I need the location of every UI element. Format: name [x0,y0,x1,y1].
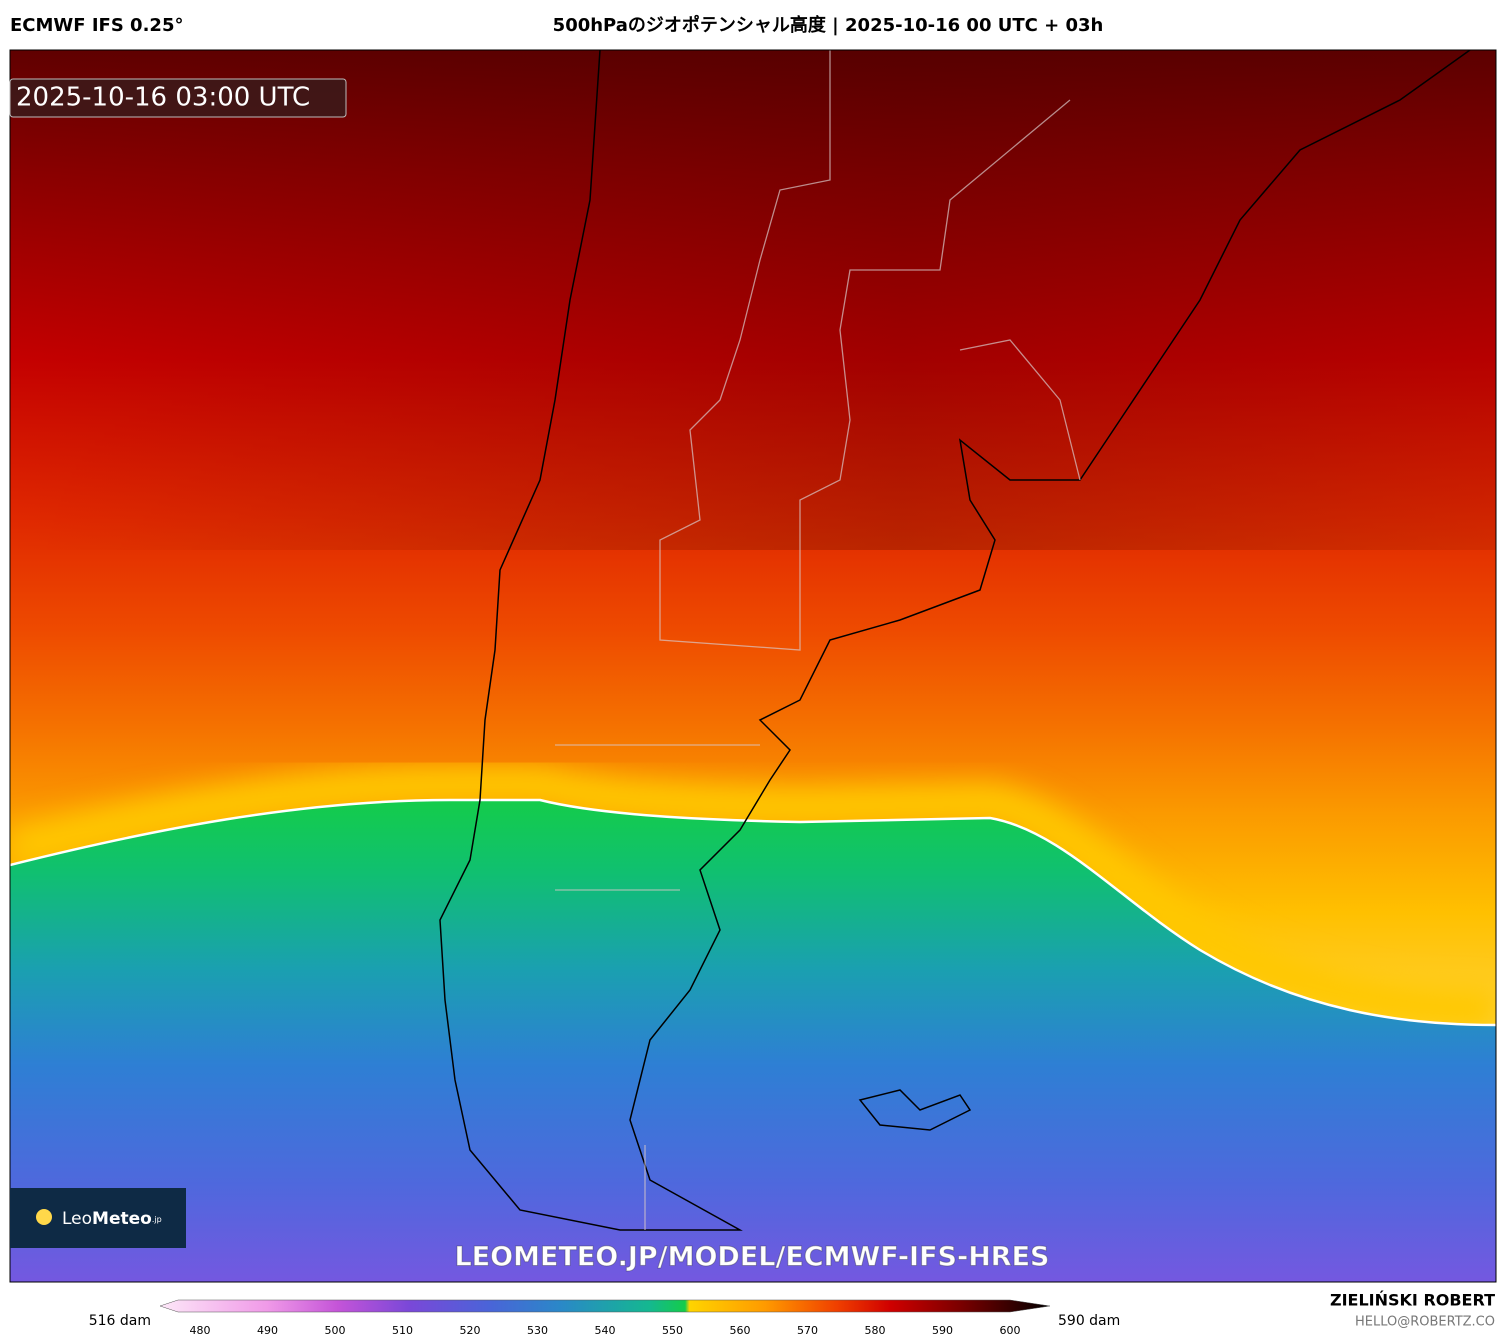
logo-light: Leo [62,1209,92,1229]
cool-field [10,800,1496,1282]
islands [858,1089,972,1131]
author: ZIELIŃSKI ROBERT [1330,1291,1495,1310]
valid-time: 2025-10-16 03:00 UTC [16,83,310,113]
colorbar-tick-label: 560 [730,1324,751,1337]
colorbar-tick-label: 490 [257,1324,278,1337]
colorbar-tick-label: 570 [797,1324,818,1337]
colorbar-tick-label: 530 [527,1324,548,1337]
time-box [9,78,347,118]
colorbar [159,1299,1051,1313]
colorbar-tick-label: 580 [865,1324,886,1337]
logo-sun [36,1209,52,1225]
colorbar-tick-label: 550 [662,1324,683,1337]
colorbar-tick-label: 600 [1000,1324,1021,1337]
borders [555,50,1081,1230]
logo: LeoMeteo.jp [62,1209,162,1229]
logo-bold: Meteo [92,1209,152,1229]
colorbar-tick-label: 510 [392,1324,413,1337]
logo-suffix: .jp [152,1215,162,1224]
model-name: ECMWF IFS 0.25° [10,15,183,36]
colorbar-ticks: 480 490 500 510 520 530 540 550 560 570 580 590 600 [190,1324,1021,1337]
yellow-band [10,765,1496,1030]
contour-552 [10,798,1496,1027]
contact: HELLO@ROBERTZ.CO [1355,1315,1495,1330]
colorbar-min: 516 dam [89,1313,151,1329]
colorbar-tick-label: 500 [325,1324,346,1337]
map-frame [9,49,1497,1283]
colorbar-tick-label: 520 [460,1324,481,1337]
warm-shade [10,50,1496,550]
colorbar-tick-label: 540 [595,1324,616,1337]
map [10,50,1496,1282]
colorbar-max: 590 dam [1058,1313,1120,1329]
watermark: LEOMETEO.JP/MODEL/ECMWF-IFS-HRES [455,1242,1050,1273]
map-title: 500hPaのジオポテンシャル高度 | 2025-10-16 00 UTC + … [553,14,1104,36]
colorbar-tick-label: 480 [190,1324,211,1337]
colorbar-tick-label: 590 [932,1324,953,1337]
